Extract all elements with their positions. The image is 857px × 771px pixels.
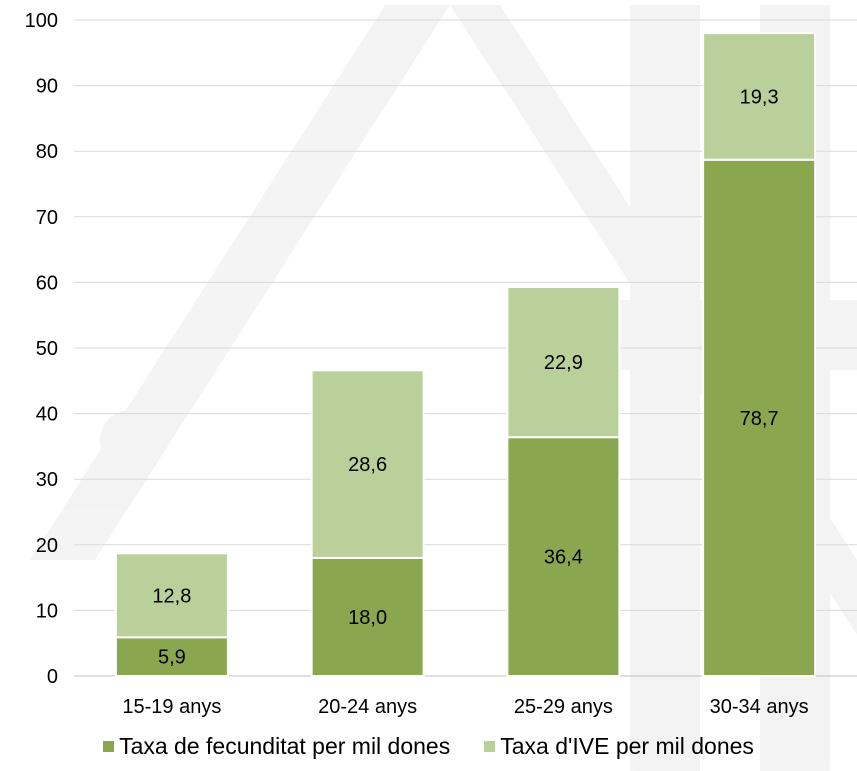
data-label-fertility: 36,4 — [544, 547, 583, 569]
data-label-ive: 12,8 — [152, 585, 191, 607]
y-tick-label: 50 — [36, 338, 58, 360]
bar-segment-ive — [506, 285, 621, 439]
legend-item-ive: Taxa d'IVE per mil dones — [484, 733, 754, 760]
y-axis-tick-labels: 0 10 20 30 40 50 60 70 80 90 100 — [25, 10, 58, 688]
x-tick-label: 20-24 anys — [318, 696, 417, 718]
bar-segment-fertility — [310, 556, 425, 677]
data-label-ive: 28,6 — [348, 454, 387, 476]
data-label-fertility: 18,0 — [348, 607, 387, 629]
legend-label-fertility: Taxa de fecunditat per mil dones — [119, 732, 451, 759]
y-tick-label: 80 — [36, 141, 58, 163]
y-tick-label: 10 — [36, 600, 58, 622]
legend-label-ive: Taxa d'IVE per mil dones — [500, 732, 754, 759]
bars: 5,9 12,8 18,0 28,6 36,4 22,9 78,7 19,3 — [114, 32, 817, 678]
y-tick-label: 90 — [36, 76, 58, 98]
legend-swatch-fertility — [103, 740, 115, 752]
bar-segment-ive — [702, 32, 817, 161]
x-tick-label: 30-34 anys — [710, 696, 809, 718]
legend-swatch-ive — [484, 740, 496, 752]
data-label-fertility: 5,9 — [158, 647, 186, 669]
y-tick-label: 30 — [36, 469, 58, 491]
x-axis-tick-labels: 15-19 anys 20-24 anys 25-29 anys 30-34 anys — [122, 696, 808, 718]
bar-segment-fertility — [702, 158, 817, 677]
y-tick-label: 100 — [25, 10, 58, 32]
x-tick-label: 25-29 anys — [514, 696, 613, 718]
x-tick-label: 15-19 anys — [122, 696, 221, 718]
data-label-ive: 19,3 — [740, 86, 779, 108]
bar-segment-fertility — [506, 436, 621, 677]
y-tick-label: 40 — [36, 404, 58, 426]
bar-segment-ive — [114, 552, 229, 639]
y-tick-label: 70 — [36, 207, 58, 229]
data-label-ive: 22,9 — [544, 352, 583, 374]
y-tick-label: 60 — [36, 272, 58, 294]
bar-segment-ive — [310, 369, 425, 559]
y-tick-label: 20 — [36, 535, 58, 557]
legend: Taxa de fecunditat per mil dones Taxa d'… — [0, 728, 857, 764]
y-tick-label: 0 — [47, 666, 58, 688]
legend-item-fertility: Taxa de fecunditat per mil dones — [103, 733, 450, 760]
data-label-fertility: 78,7 — [740, 408, 779, 430]
